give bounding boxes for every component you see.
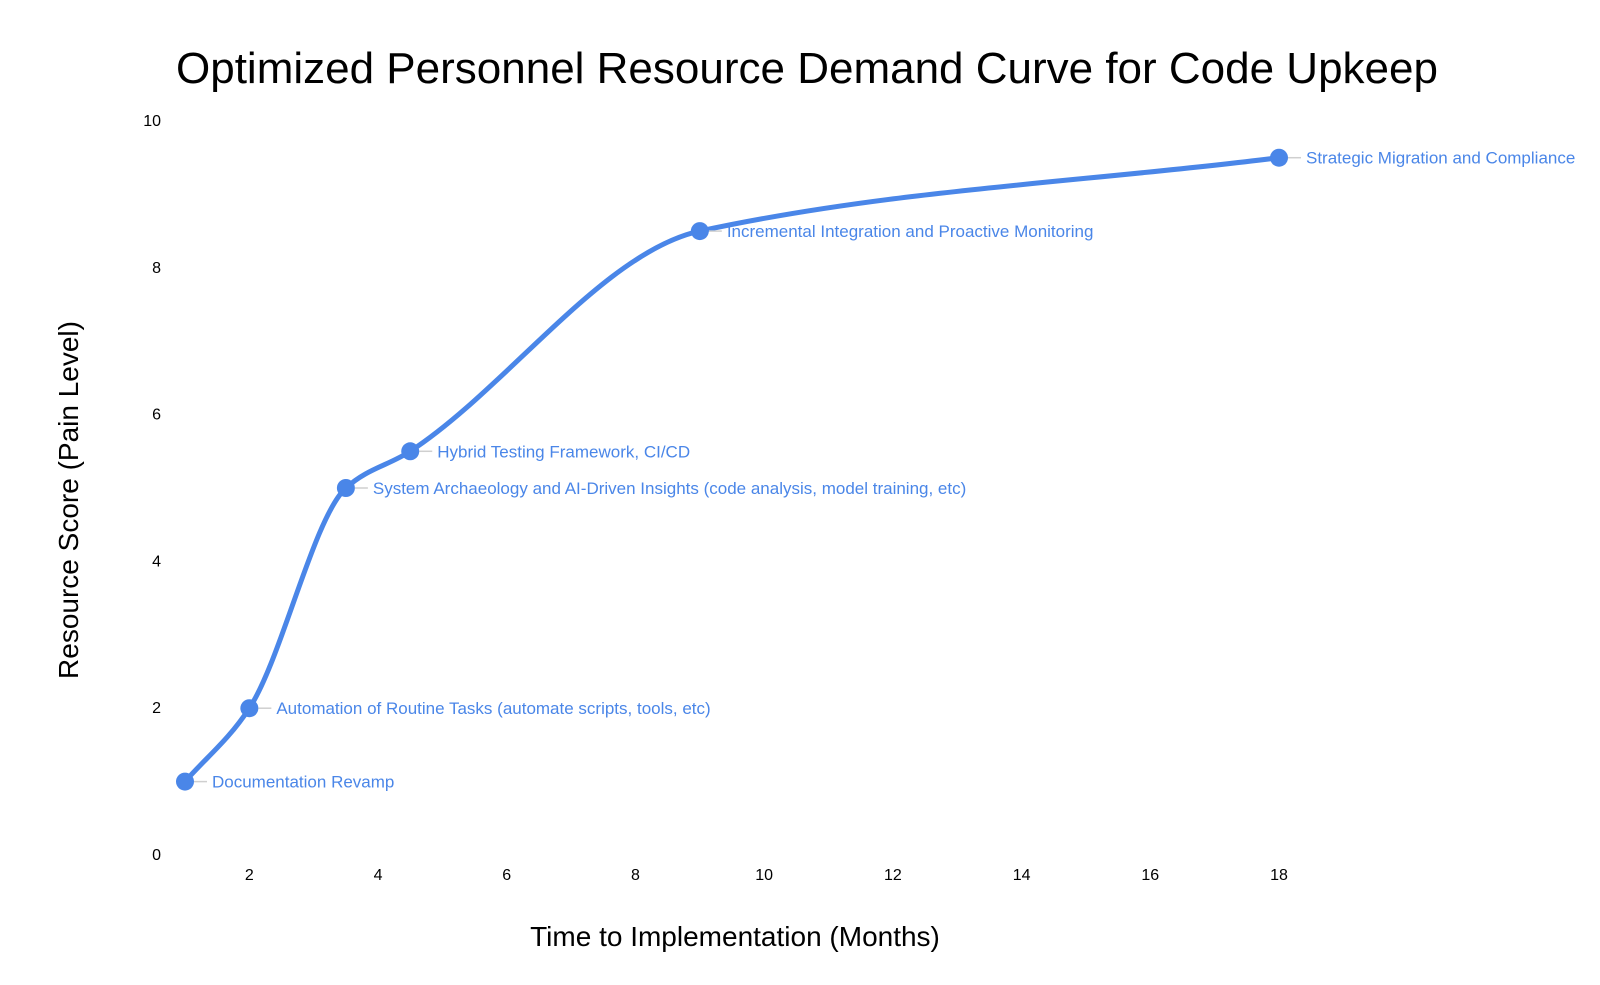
- y-axis-title: Resource Score (Pain Level): [53, 321, 84, 679]
- data-point[interactable]: [401, 442, 420, 461]
- y-tick-label: 8: [152, 260, 161, 277]
- x-tick-label: 6: [502, 867, 511, 884]
- y-tick-label: 0: [152, 847, 161, 864]
- y-tick-label: 2: [152, 700, 161, 717]
- data-point[interactable]: [1270, 148, 1288, 167]
- x-tick-label: 10: [755, 867, 773, 884]
- chart-title: Optimized Personnel Resource Demand Curv…: [176, 44, 1438, 93]
- y-tick-label: 10: [143, 113, 161, 130]
- x-axis-ticks: 2 4 6 8 10 12 14 16 18: [245, 867, 1288, 884]
- data-point[interactable]: [240, 699, 259, 718]
- data-point[interactable]: [336, 479, 355, 497]
- x-tick-label: 16: [1141, 867, 1159, 884]
- data-label: Hybrid Testing Framework, CI/CD: [437, 442, 690, 461]
- y-tick-label: 4: [152, 553, 161, 570]
- x-tick-label: 2: [245, 867, 254, 884]
- data-points: Documentation Revamp Automation of Routin…: [176, 148, 1575, 792]
- x-tick-label: 4: [374, 867, 383, 884]
- x-tick-label: 18: [1270, 867, 1288, 884]
- x-tick-label: 14: [1013, 867, 1031, 884]
- data-label: Incremental Integration and Proactive Mo…: [727, 222, 1094, 241]
- series-line: [182, 155, 1282, 785]
- data-point[interactable]: [176, 772, 194, 791]
- data-label: Strategic Migration and Compliance: [1306, 149, 1575, 168]
- y-tick-label: 6: [152, 407, 161, 424]
- data-point[interactable]: [690, 222, 709, 241]
- data-label: Automation of Routine Tasks (automate sc…: [276, 699, 710, 718]
- x-tick-label: 8: [631, 867, 640, 884]
- x-tick-label: 12: [884, 867, 902, 884]
- data-label: Documentation Revamp: [212, 773, 394, 792]
- x-axis-title: Time to Implementation (Months): [530, 921, 940, 952]
- y-axis-ticks: 0 2 4 6 8 10: [143, 113, 161, 864]
- data-label: System Archaeology and AI-Driven Insight…: [373, 479, 966, 498]
